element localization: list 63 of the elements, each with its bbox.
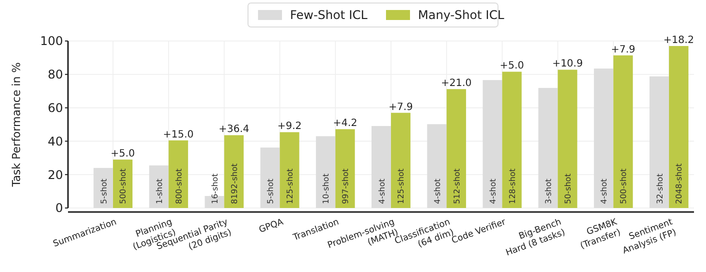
bar (94, 168, 114, 208)
annotation: 512-shot (452, 168, 462, 204)
annotation: 500-shot (118, 168, 128, 204)
bar (149, 165, 169, 208)
y-axis-title: Task Performance in % (10, 62, 23, 188)
annotation: 997-shot (341, 168, 350, 204)
annotation: +4.2 (332, 118, 358, 130)
bar (446, 89, 466, 208)
y-tick-label: 40 (48, 134, 63, 148)
annotation: 4-shot (432, 178, 442, 204)
legend-label: Few-Shot ICL (290, 8, 368, 22)
bar (335, 129, 355, 208)
annotation: 32-shot (655, 174, 664, 204)
annotation: 125-shot (396, 168, 406, 204)
annotation: 4-shot (377, 178, 386, 204)
bar (280, 132, 300, 208)
annotation: +21.0 (441, 78, 472, 90)
bar (260, 148, 280, 208)
annotation: 4-shot (600, 178, 609, 204)
x-tick-label: GPQA (258, 217, 285, 236)
annotation: 10-shot (322, 174, 331, 204)
annotation: +9.2 (277, 121, 302, 132)
bar (558, 70, 578, 208)
annotation: +15.0 (163, 129, 194, 140)
annotation: 16-shot (210, 174, 220, 204)
annotation: 50-shot (564, 174, 573, 204)
bar (372, 126, 391, 208)
bar (613, 55, 633, 208)
bar (538, 88, 558, 208)
annotation: +18.2 (663, 35, 694, 46)
y-tick-label: 60 (48, 101, 63, 115)
bar (224, 135, 244, 208)
y-tick-label: 0 (55, 201, 63, 216)
y-tick-label: 20 (48, 168, 63, 182)
annotation: 5-shot (266, 178, 276, 204)
annotation: +7.9 (610, 44, 636, 56)
annotation: +5.0 (110, 148, 135, 160)
annotation: 5-shot (99, 178, 108, 204)
bar (668, 46, 688, 208)
annotation: 3-shot (544, 178, 554, 204)
annotation: 8192-shot (230, 163, 239, 204)
legend-label: Many-Shot ICL (418, 8, 505, 22)
bar (650, 76, 669, 208)
bar (594, 68, 614, 208)
bar (427, 124, 447, 208)
bar (391, 112, 410, 208)
annotation: +36.4 (218, 124, 250, 136)
y-tick-label: 100 (40, 34, 63, 48)
bar (168, 140, 188, 208)
annotation: 500-shot (619, 168, 628, 204)
annotation: 800-shot (174, 168, 184, 204)
annotation: 128-shot (508, 168, 517, 204)
bar (316, 136, 336, 208)
bar (502, 72, 522, 208)
y-tick-label: 80 (48, 68, 63, 82)
annotation: +10.9 (552, 58, 583, 70)
bar (482, 80, 502, 208)
annotation: 2048-shot (674, 163, 684, 204)
annotation: 125-shot (286, 168, 295, 204)
annotation: +5.0 (500, 60, 524, 72)
annotation: 1-shot (154, 178, 164, 204)
annotation: 4-shot (488, 178, 498, 204)
annotation: +7.9 (388, 102, 413, 113)
